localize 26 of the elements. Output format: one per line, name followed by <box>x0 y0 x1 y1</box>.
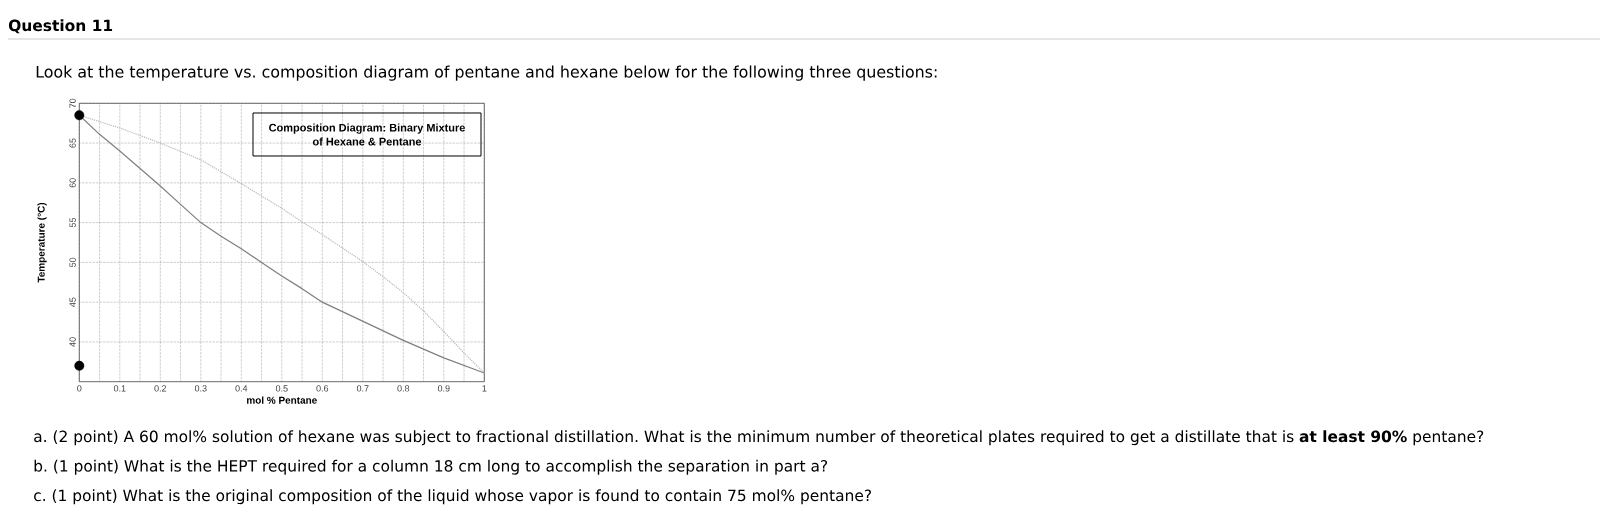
x-axis-title: mol % Pentane <box>247 396 317 404</box>
x-tick-label: 0.2 <box>154 385 167 392</box>
x-tick-label: 0.1 <box>113 385 126 392</box>
x-tick-label: 0.8 <box>397 385 410 392</box>
chart-title: Question 11 <box>8 19 113 34</box>
y-tick-label: 40 <box>69 337 76 347</box>
text: a. (2 point) A 60 mol% solution of hexane was subject to fractional distillation. What is the minimum number of theoretical plates required to get a distillate that is at least 90% pentane? <box>34 430 1484 446</box>
y-axis-title: Temperature (°C) <box>37 202 47 283</box>
x-tick-label: 0.9 <box>437 385 450 392</box>
x-tick-label: 0.4 <box>235 385 248 392</box>
y-tick-label: 45 <box>69 297 76 307</box>
x-tick-label: 0.7 <box>356 385 369 392</box>
x-tick-label: 0.6 <box>316 385 329 392</box>
text: c. (1 point) What is the original composition of the liquid whose vapor is found to contain 75 mol% pentane? <box>34 489 871 505</box>
y-tick-label: 50 <box>69 257 76 268</box>
y-tick-label: 55 <box>69 218 76 228</box>
x-tick-label: 1 <box>482 385 487 392</box>
x-tick-label: 0.5 <box>275 385 288 392</box>
annotation: Composition Diagram: Binary Mixture of Hexane & Pentane <box>269 123 465 146</box>
chart-subtitle: Look at the temperature vs. composition diagram of pentane and hexane below for the following three questions: <box>36 65 937 81</box>
y-tick-label: 70 <box>69 98 76 108</box>
x-tick-label: 0.3 <box>194 385 207 392</box>
y-tick-label: 65 <box>69 138 76 148</box>
x-tick-label: 0 <box>77 385 82 392</box>
text: b. (1 point) What is the HEPT required for a column 18 cm long to accomplish the separation in part a? <box>34 459 828 475</box>
y-tick-label: 60 <box>69 178 76 188</box>
